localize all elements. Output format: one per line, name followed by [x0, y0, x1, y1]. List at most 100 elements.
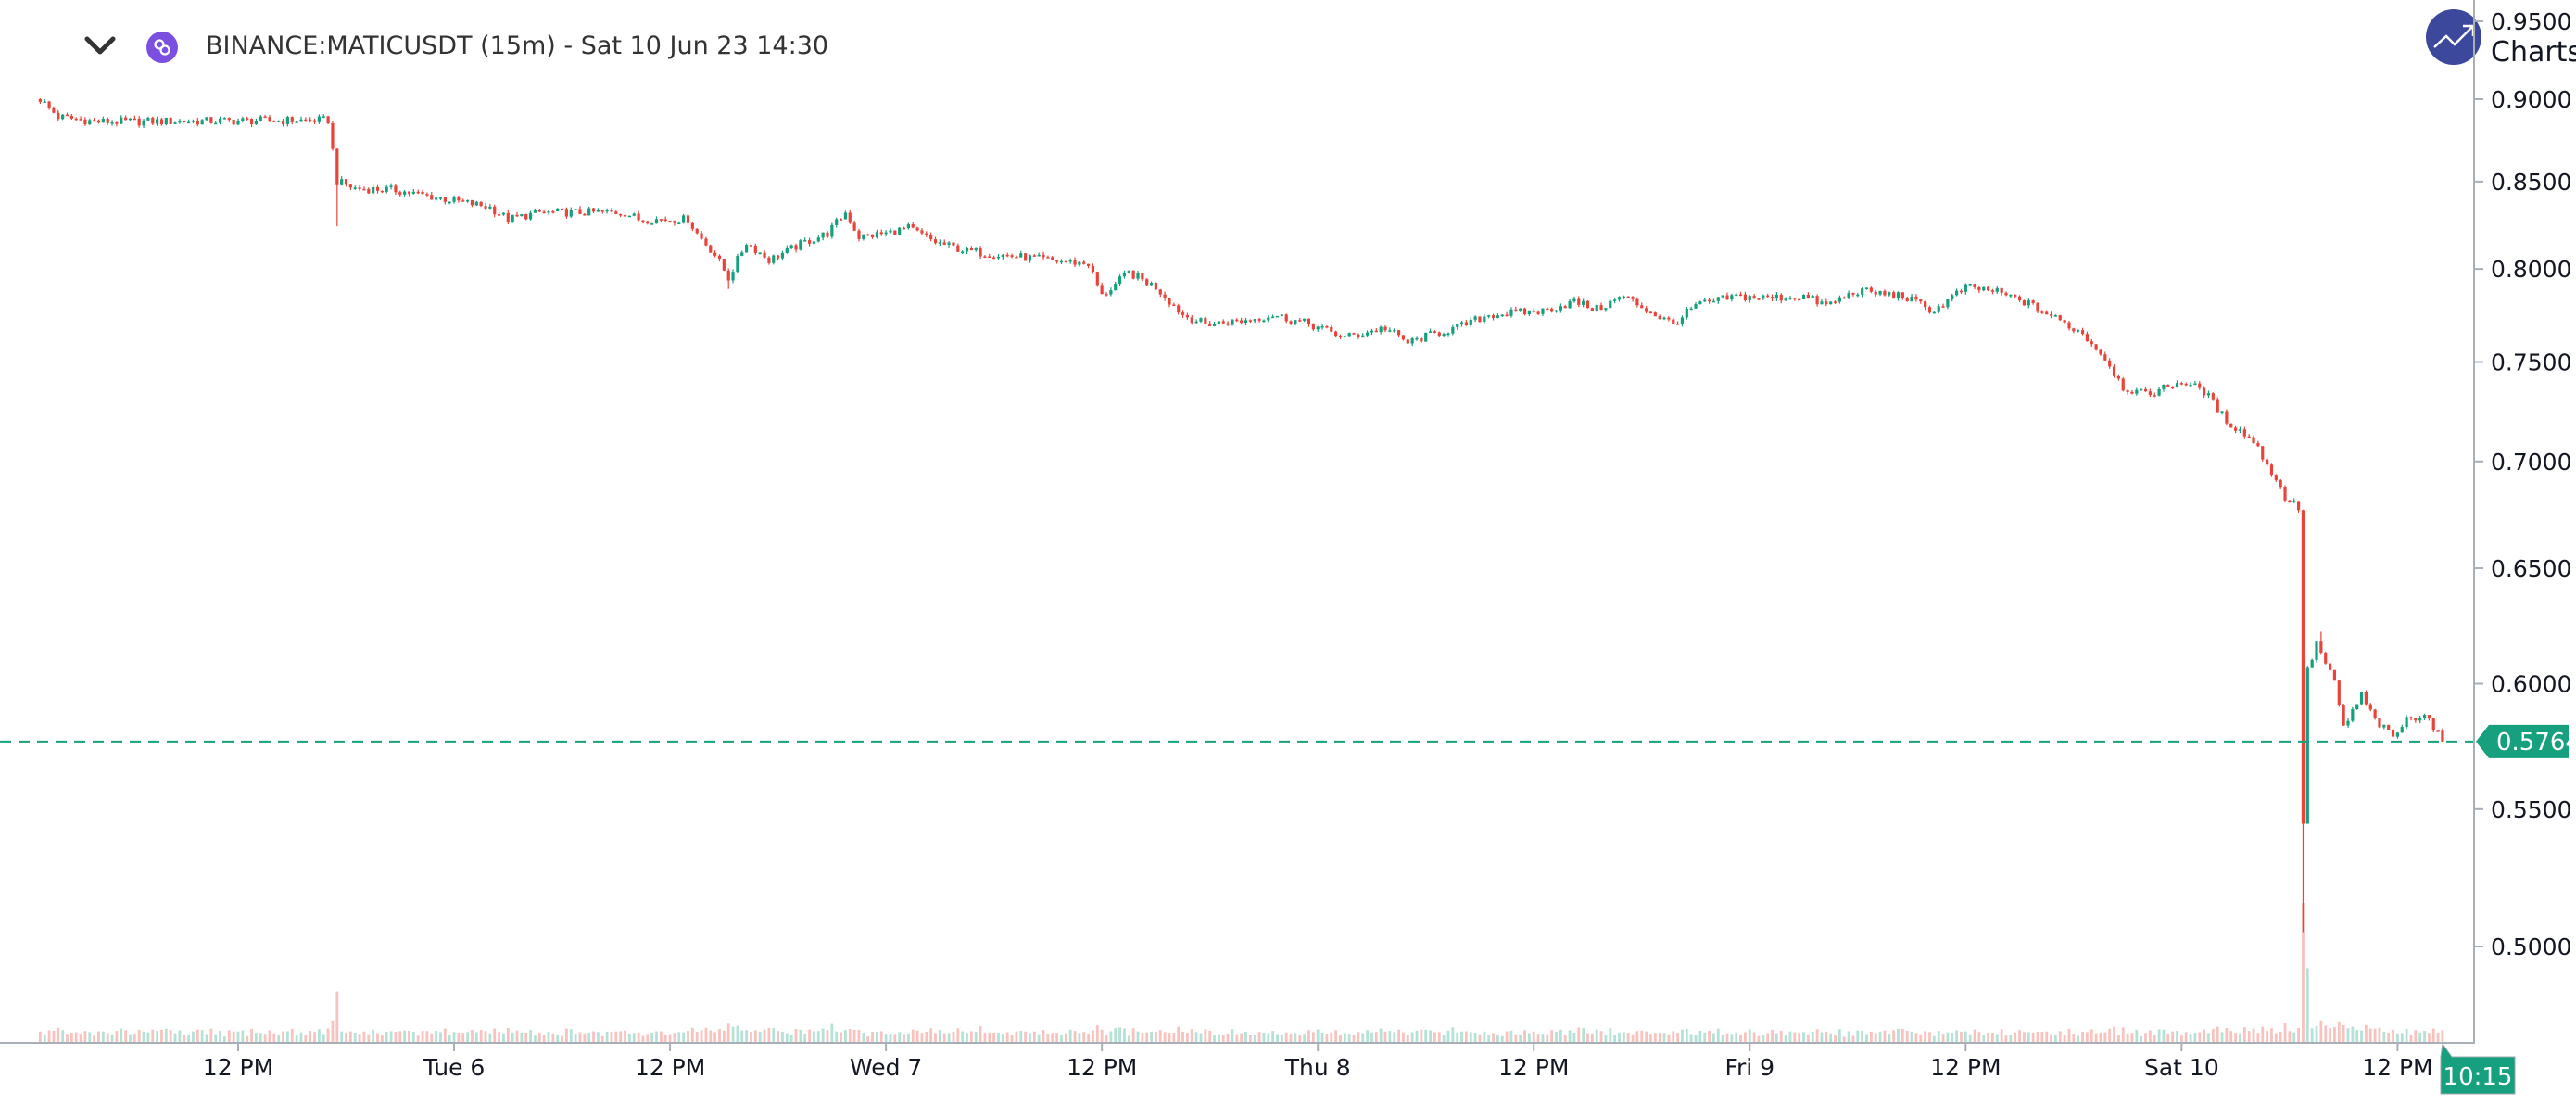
candle-up [403, 191, 407, 195]
candle-down [1352, 333, 1356, 335]
candle-up [1937, 306, 1940, 312]
candle-up [1149, 282, 1154, 286]
candle-down [1005, 254, 1009, 257]
candle-down [1046, 257, 1050, 259]
volume-bar [1653, 1033, 1657, 1042]
volume-bar [1892, 1030, 1896, 1042]
volume-bar [295, 1035, 298, 1042]
candle-down [2364, 692, 2368, 705]
volume-bar [1046, 1033, 1050, 1042]
candle-down [183, 121, 186, 122]
volume-bar [524, 1032, 528, 1042]
candle-down [52, 107, 56, 113]
volume-bar [2211, 1028, 2215, 1042]
volume-bar [700, 1030, 703, 1042]
candle-down [1648, 311, 1653, 314]
candle-down [232, 120, 235, 125]
volume-bar [1010, 1035, 1014, 1042]
candle-down [1645, 308, 1648, 312]
volume-bar [1964, 1031, 1967, 1042]
candle-down [1221, 321, 1225, 324]
candle-up [254, 121, 259, 125]
candle-down [1010, 255, 1014, 258]
candle-up [1388, 330, 1392, 332]
chart-title: BINANCE:MATICUSDT (15m) - Sat 10 Jun 23 … [206, 32, 829, 60]
volume-bar [1469, 1032, 1472, 1042]
volume-bar [632, 1033, 636, 1042]
candle-down [619, 213, 623, 216]
candle-up [214, 122, 218, 125]
candle-down [137, 118, 141, 126]
trending-up-icon[interactable] [2426, 9, 2481, 65]
candle-down [57, 112, 60, 120]
volume-bar [876, 1032, 878, 1042]
volume-bar [1825, 1031, 1828, 1042]
candle-down [902, 227, 906, 230]
candle-down [763, 252, 766, 258]
volume-bar [411, 1032, 415, 1042]
candle-up [1343, 336, 1346, 337]
volume-bar [1505, 1031, 1509, 1042]
volume-bar [1190, 1029, 1193, 1042]
candle-up [520, 214, 524, 217]
candle-down [911, 224, 915, 228]
volume-bars [38, 903, 2444, 1042]
volume-bar [1837, 1029, 1841, 1042]
candle-down [1738, 294, 1743, 297]
time-tick-label: 12 PM [1930, 1054, 2001, 1081]
candle-down [1635, 298, 1639, 306]
candle-down [1977, 287, 1981, 291]
volume-bar [1991, 1033, 1994, 1042]
chevron-down-icon[interactable] [82, 32, 119, 59]
candle-up [1982, 286, 1986, 291]
candle-down [394, 185, 398, 193]
candle-up [1410, 338, 1414, 344]
volume-bar [2179, 1035, 2183, 1042]
candle-down [1752, 296, 1756, 299]
volume-bar [1590, 1033, 1594, 1042]
volume-bar [1689, 1034, 1693, 1042]
candle-up [1136, 273, 1140, 279]
volume-bar [1032, 1031, 1036, 1042]
candle-up [1519, 308, 1522, 311]
volume-bar [1029, 1033, 1031, 1042]
volume-bar [1793, 1032, 1797, 1042]
candle-down [2080, 330, 2085, 335]
volume-bar [1410, 1032, 1414, 1042]
volume-bar [722, 1030, 726, 1042]
volume-bar [772, 1028, 776, 1042]
candle-down [749, 245, 753, 247]
volume-bar [129, 1034, 132, 1042]
candle-down [1640, 305, 1644, 309]
volume-bar [389, 1031, 393, 1042]
candle-up [2175, 383, 2179, 388]
volume-bar [969, 1031, 973, 1042]
volume-bar [2283, 1023, 2287, 1042]
volume-bar [1267, 1033, 1270, 1042]
candle-up [2009, 294, 2013, 297]
volume-bar [731, 1026, 735, 1042]
volume-bar [1456, 1032, 1459, 1042]
candle-up [2355, 704, 2359, 710]
candle-down [2112, 366, 2116, 376]
volume-bar [1240, 1033, 1244, 1042]
candle-down [2108, 360, 2112, 367]
candle-up [1428, 331, 1433, 333]
volume-bar [1213, 1035, 1216, 1042]
candle-down [1396, 330, 1401, 336]
volume-bar [1645, 1031, 1648, 1042]
candle-down [983, 256, 987, 258]
volume-bar [2090, 1029, 2093, 1042]
candle-down [2242, 429, 2246, 437]
candle-up [1001, 254, 1004, 257]
volume-bar [227, 1030, 231, 1042]
volume-bar [1811, 1032, 1814, 1042]
volume-bar [2193, 1032, 2197, 1042]
volume-bar [821, 1028, 825, 1042]
candle-up [1910, 296, 1913, 302]
candle-up [120, 117, 123, 124]
candle-down [673, 221, 676, 223]
candle-down [2171, 387, 2175, 389]
volume-bar [1631, 1034, 1635, 1042]
